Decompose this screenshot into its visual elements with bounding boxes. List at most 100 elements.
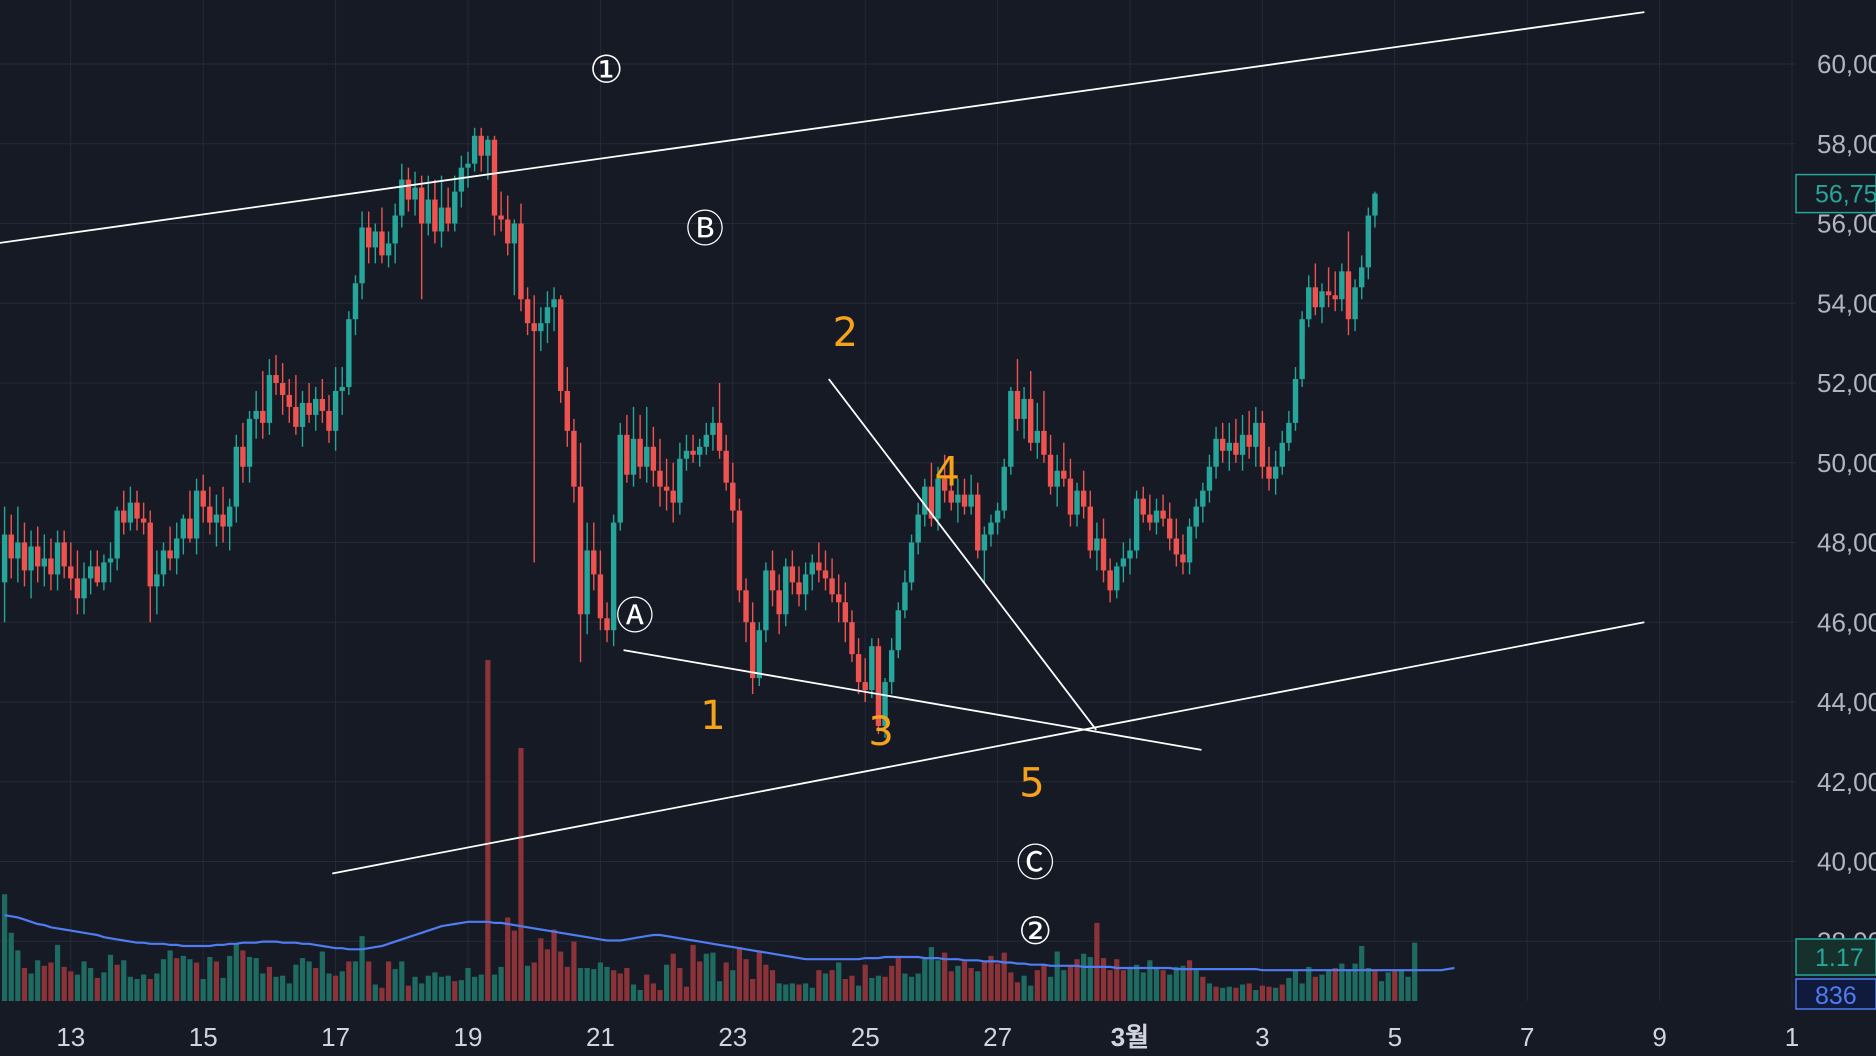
candle-body (1054, 470, 1060, 487)
candle-body (1001, 466, 1007, 511)
candle (313, 386, 319, 431)
volume-bar (359, 936, 365, 1001)
candle (266, 359, 273, 435)
candle-body (458, 167, 465, 192)
candle-body (385, 243, 392, 256)
price-tick-label: 44,00 (1817, 687, 1876, 717)
candle (94, 550, 100, 587)
candle (140, 502, 147, 535)
candle (749, 602, 756, 695)
lower-channel-line[interactable] (332, 621, 1645, 875)
candle (207, 486, 213, 535)
volume-bar (419, 983, 425, 1001)
volume-bar (756, 951, 762, 1001)
upper-channel-line[interactable] (0, 11, 1645, 244)
candle (869, 638, 875, 699)
candle (180, 514, 187, 555)
time-tick-label: 9 (1652, 1022, 1666, 1052)
volume-bar (995, 963, 1001, 1001)
candle (908, 534, 915, 591)
candle (723, 434, 729, 491)
candle-body (253, 410, 259, 419)
candle (1114, 562, 1120, 599)
candle-body (697, 446, 703, 455)
volume-bar (1127, 966, 1133, 1001)
candle-body (1107, 570, 1113, 591)
volume-bar (955, 965, 961, 1001)
volume-badge (1795, 938, 1876, 976)
volume-bar (1028, 985, 1034, 1001)
candle (531, 295, 537, 563)
wave-a-support-line[interactable] (623, 649, 1202, 751)
volume-bar (293, 964, 299, 1001)
price-axis[interactable]: 60,00 58,00 56,00 54,00 52,00 50,00 48,00 46,00… (1817, 49, 1876, 956)
volume-bar (8, 932, 14, 1001)
wave-label-circled-2: ② (1018, 909, 1052, 953)
candle-body (8, 534, 14, 559)
volume-bar (1332, 968, 1338, 1001)
candle-body (591, 550, 597, 575)
volume-bar (1160, 970, 1166, 1001)
candle-body (888, 650, 895, 683)
volume-bar (829, 970, 835, 1001)
candle (1246, 410, 1252, 459)
volume-bar-spike (485, 660, 491, 1001)
candle-body (339, 386, 345, 391)
candle (557, 295, 564, 403)
candle-body (677, 458, 683, 503)
candle-body (41, 558, 48, 567)
volume-bar (286, 983, 292, 1001)
candle (1286, 410, 1292, 451)
candle-body (1193, 506, 1199, 527)
candle (8, 514, 14, 579)
candle-body (736, 510, 743, 591)
volume-bar (233, 943, 239, 1001)
candle-body (564, 390, 570, 431)
candle (200, 474, 206, 523)
candle-body (1120, 558, 1127, 567)
candle (41, 534, 48, 587)
candle (769, 550, 776, 607)
wave-label-orange-4: 4 (935, 450, 960, 496)
candle (637, 414, 643, 479)
candle-body (366, 227, 372, 248)
volume-bar (121, 960, 127, 1001)
candle-body (511, 223, 518, 244)
candle-body (418, 187, 425, 224)
candle-body (180, 518, 187, 539)
volume-bar (68, 971, 74, 1001)
volume-bar (889, 965, 895, 1001)
candle (425, 175, 431, 236)
candle-body (908, 542, 915, 583)
volume-bar (1200, 976, 1206, 1001)
wave-2-descending-line[interactable] (828, 378, 1097, 731)
candle-body (849, 622, 855, 655)
candle (1054, 454, 1060, 507)
volume-bar (94, 977, 100, 1001)
candle (260, 371, 266, 439)
candle-body (763, 570, 769, 631)
volume-bar (472, 976, 478, 1001)
candle-body (630, 438, 637, 475)
time-axis[interactable]: 13 15 17 19 21 23 25 27 3월 3 5 7 9 1 (56, 1022, 1799, 1052)
axis-badges: 56,75 1.17 836 (1795, 173, 1876, 1010)
current-price-label: 56,75 (1815, 181, 1876, 209)
candle-body (140, 518, 147, 523)
candle-body (1253, 422, 1259, 447)
volume-bar (28, 973, 34, 1001)
volume-bar (306, 961, 312, 1001)
volume-bar (677, 968, 683, 1001)
candle (1120, 542, 1127, 583)
volume-bar (1034, 970, 1040, 1001)
candle (418, 175, 425, 300)
price-tick-label: 54,00 (1817, 288, 1876, 318)
candle-body (538, 323, 544, 332)
volume-bar (591, 969, 597, 1001)
candle-body (955, 494, 961, 503)
candle (657, 438, 663, 507)
candle (405, 167, 412, 212)
candle (74, 550, 81, 615)
volume-bar (816, 970, 822, 1001)
